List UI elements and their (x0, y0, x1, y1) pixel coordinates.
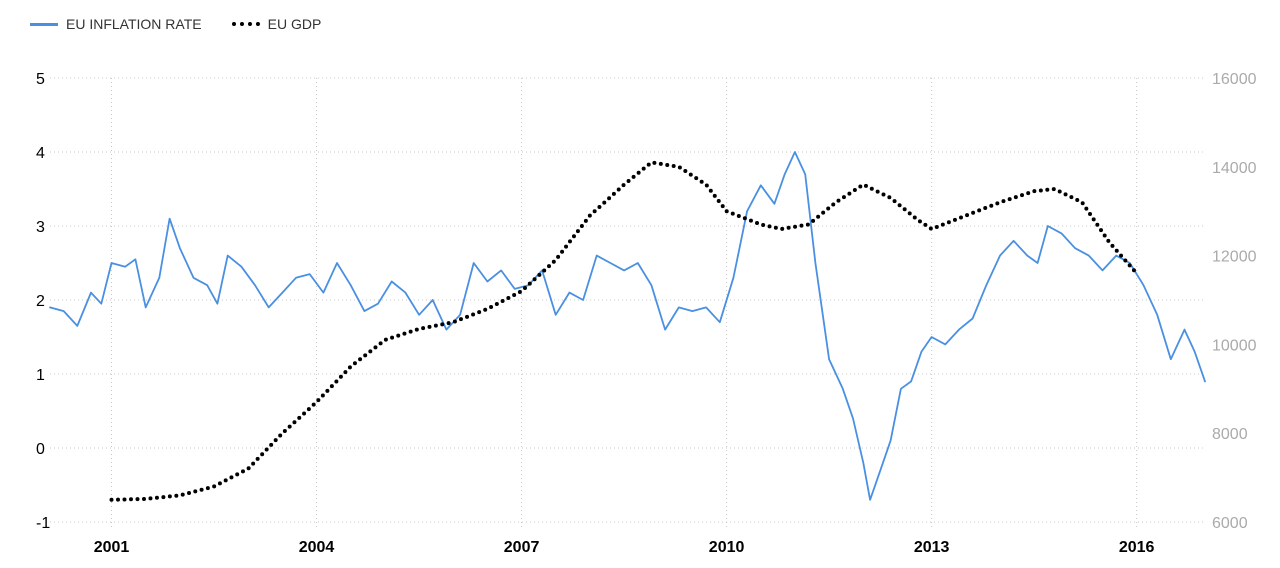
legend-item-inflation[interactable]: EU INFLATION RATE (30, 16, 202, 32)
left-tick-label: 0 (36, 441, 45, 458)
left-tick-label: 2 (36, 293, 45, 310)
left-y-axis: 5 4 3 2 1 0 -1 (36, 71, 50, 532)
left-tick-label: 1 (36, 367, 45, 384)
inflation-series-line (49, 151, 1206, 501)
x-tick-label: 2004 (299, 539, 335, 556)
x-tick-label: 2013 (914, 539, 950, 556)
legend-item-gdp[interactable]: EU GDP (231, 16, 322, 32)
right-tick-label: 8000 (1212, 426, 1248, 443)
grid (50, 77, 1205, 530)
right-tick-label: 10000 (1212, 337, 1257, 354)
series-layer (49, 151, 1206, 502)
x-tick-label: 2016 (1119, 539, 1155, 556)
left-tick-label: 5 (36, 71, 45, 88)
gdp-series-line (109, 160, 1139, 502)
legend-label-gdp: EU GDP (267, 16, 322, 32)
left-tick-label: 3 (36, 219, 45, 236)
x-axis: 2001 2004 2007 2010 2013 2016 (94, 539, 1155, 556)
legend-swatch-gdp (231, 22, 260, 26)
legend-swatch-inflation (30, 22, 58, 26)
right-tick-label: 16000 (1212, 71, 1257, 88)
x-tick-label: 2010 (709, 539, 745, 556)
right-y-axis: 16000 14000 12000 10000 8000 6000 (1212, 71, 1257, 532)
right-tick-label: 14000 (1212, 160, 1257, 177)
left-tick-label: 4 (36, 145, 45, 162)
chart-legend: EU INFLATION RATE EU GDP (30, 12, 321, 36)
x-tick-label: 2007 (504, 539, 540, 556)
right-tick-label: 12000 (1212, 249, 1257, 266)
x-tick-label: 2001 (94, 539, 130, 556)
legend-label-inflation: EU INFLATION RATE (66, 16, 202, 32)
left-tick-label: -1 (36, 515, 50, 532)
right-tick-label: 6000 (1212, 515, 1248, 532)
